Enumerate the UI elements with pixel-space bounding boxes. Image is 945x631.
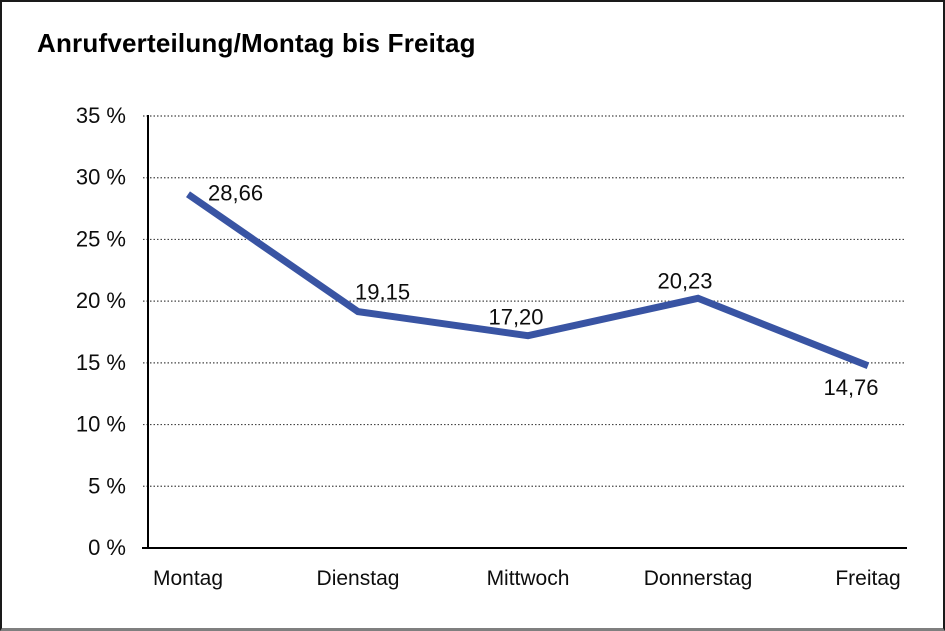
y-tick-label: 30 %: [76, 165, 126, 190]
y-tick-label: 5 %: [88, 473, 126, 498]
data-point-label: 28,66: [208, 180, 263, 205]
data-point-label: 19,15: [355, 280, 410, 305]
data-point-label: 20,23: [657, 268, 712, 293]
x-category-label: Mittwoch: [487, 567, 570, 590]
y-tick-label: 35 %: [76, 103, 126, 128]
y-tick-label: 10 %: [76, 412, 126, 437]
y-tick-label: 0 %: [88, 535, 126, 560]
y-tick-label: 20 %: [76, 288, 126, 313]
data-series-line: [186, 191, 870, 370]
data-point-label: 14,76: [823, 375, 878, 400]
y-tick-label: 15 %: [76, 350, 126, 375]
chart-title: Anrufverteilung/Montag bis Freitag: [37, 28, 476, 58]
x-category-label: Freitag: [835, 567, 900, 590]
x-category-label: Montag: [153, 567, 223, 590]
x-category-label: Donnerstag: [644, 567, 753, 590]
data-point-label: 17,20: [488, 305, 543, 330]
x-category-label: Dienstag: [317, 567, 400, 590]
y-tick-label: 25 %: [76, 226, 126, 251]
